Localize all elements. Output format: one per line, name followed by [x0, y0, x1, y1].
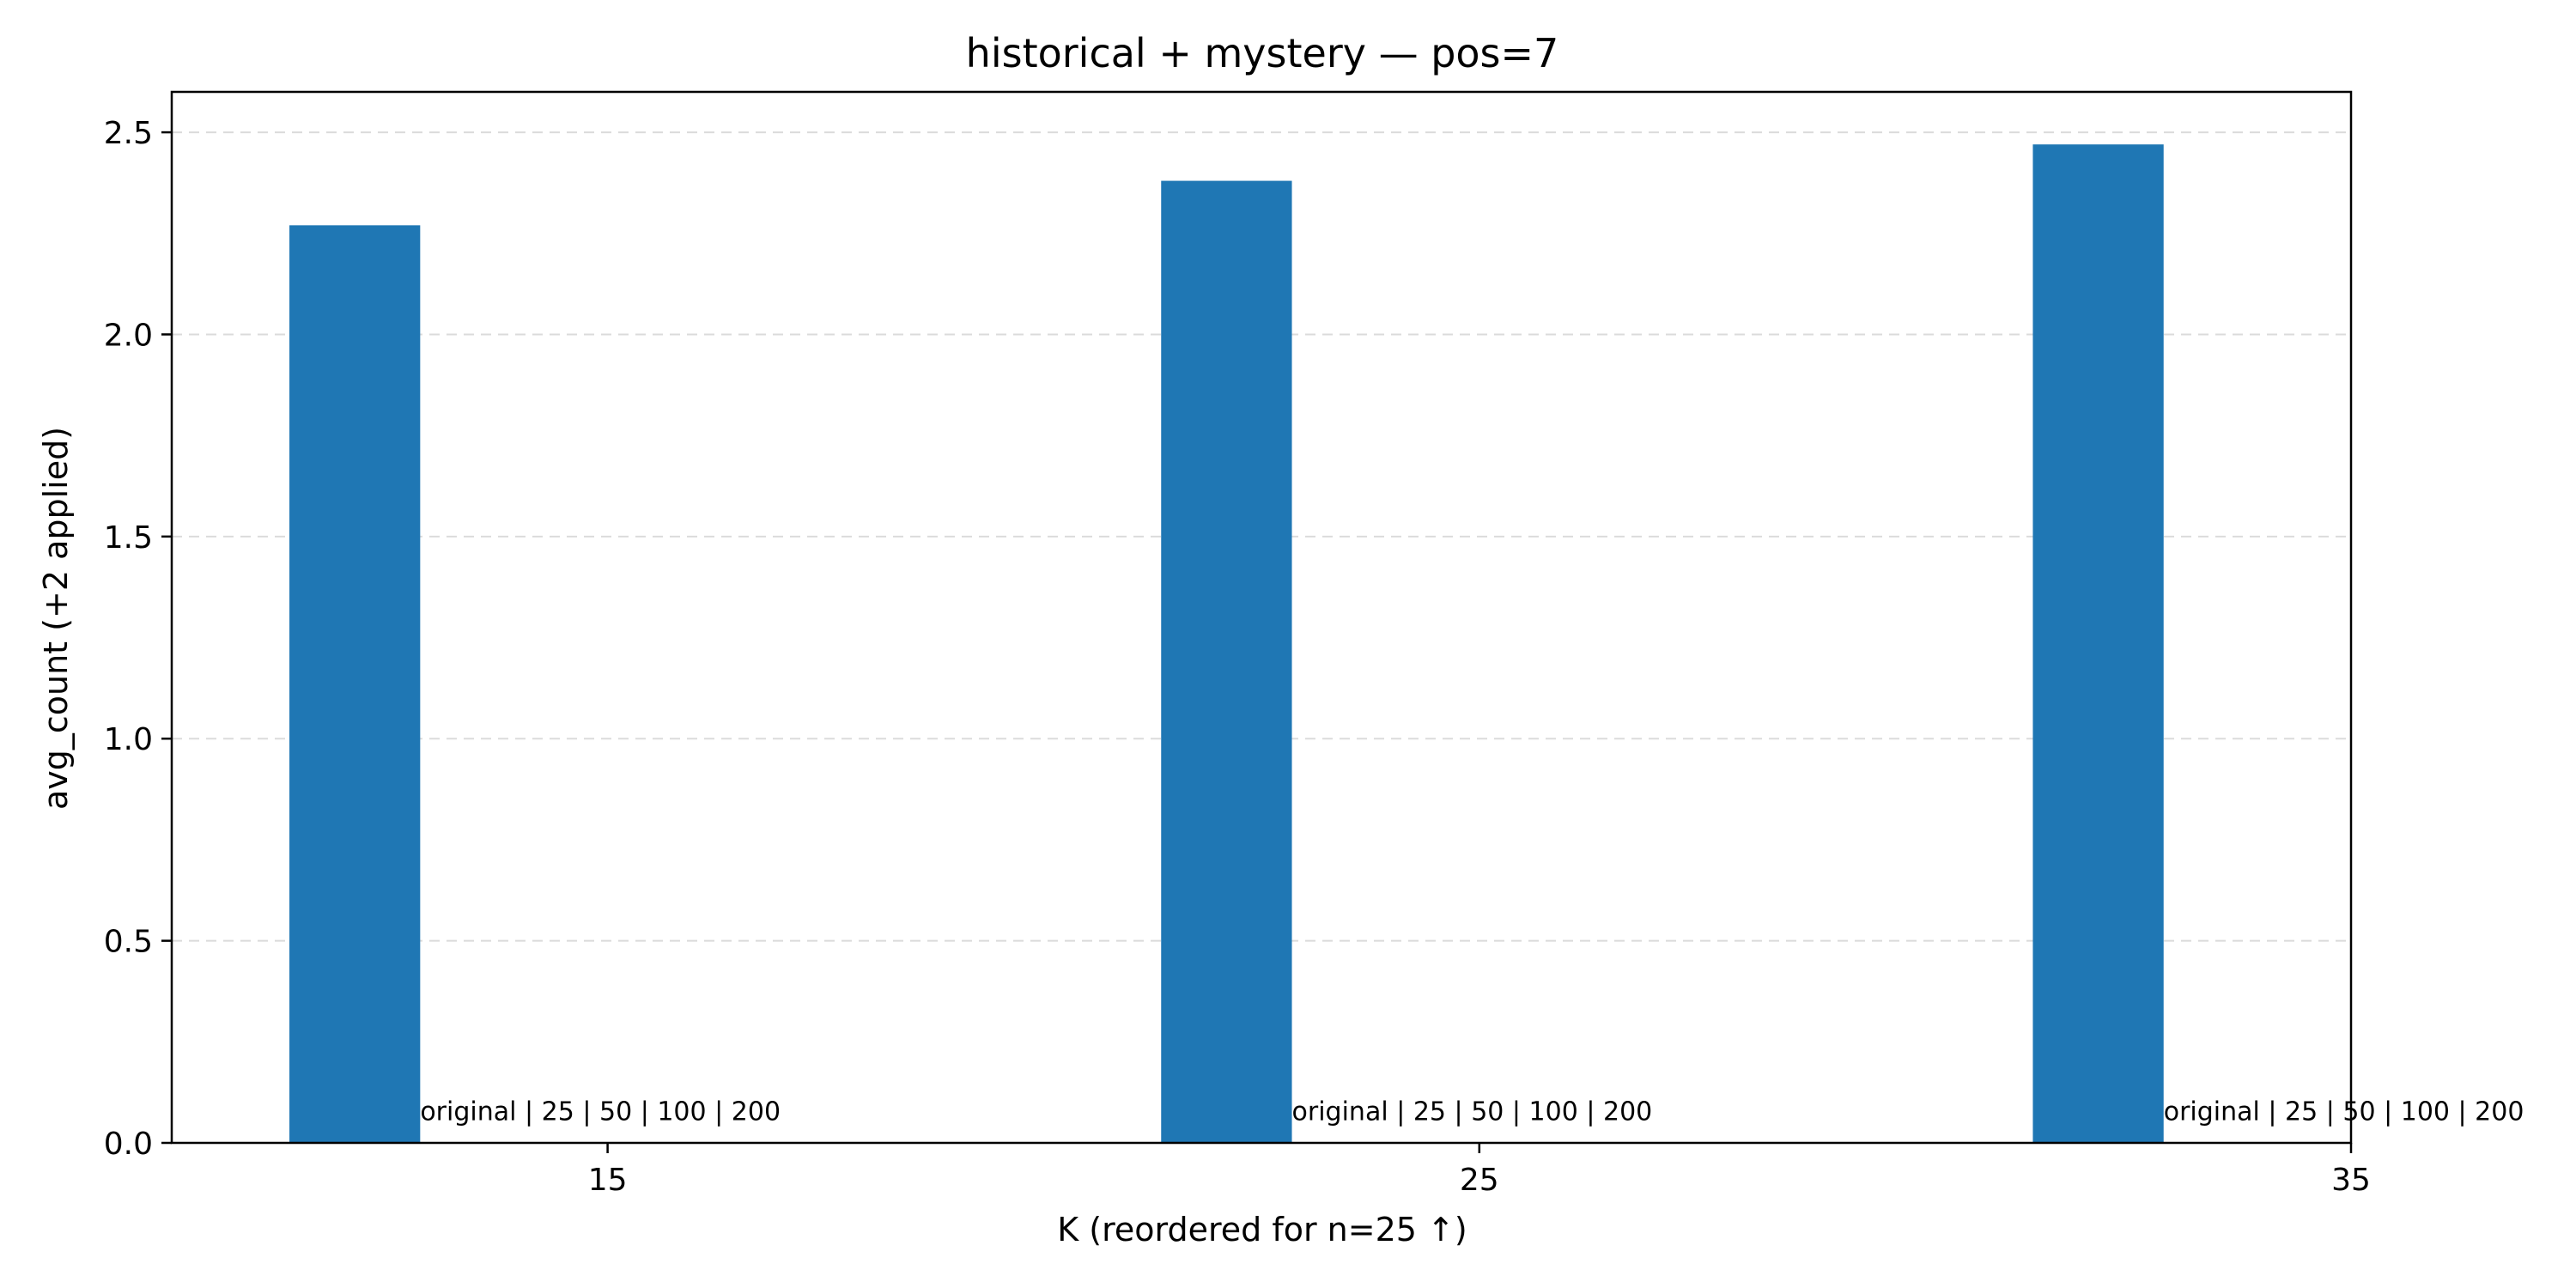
y-tick-label: 2.5	[104, 116, 153, 151]
bar	[289, 225, 421, 1143]
x-tick-label: 35	[2331, 1163, 2371, 1198]
y-axis-label: avg_count (+2 applied)	[37, 427, 75, 810]
x-tick-label: 25	[1460, 1163, 1499, 1198]
bar-annotation: original | 25 | 50 | 100 | 200	[2164, 1097, 2524, 1127]
y-tick-label: 2.0	[104, 318, 153, 353]
x-axis: 15 25 35	[588, 1143, 2371, 1198]
bar-annotation: original | 25 | 50 | 100 | 200	[1292, 1097, 1653, 1127]
x-tick-label: 15	[588, 1163, 628, 1198]
annotations: original | 25 | 50 | 100 | 200 original |…	[420, 1097, 2524, 1127]
bar-annotation: original | 25 | 50 | 100 | 200	[420, 1097, 781, 1127]
y-axis: 0.0 0.5 1.0 1.5 2.0 2.5	[104, 116, 172, 1162]
y-tick-label: 1.5	[104, 520, 153, 556]
bar	[2032, 144, 2164, 1144]
plot-frame	[170, 90, 2353, 1145]
bar	[1161, 180, 1292, 1144]
y-tick-label: 0.0	[104, 1127, 153, 1162]
chart-title: historical + mystery — pos=7	[966, 30, 1559, 76]
y-tick-label: 0.5	[104, 925, 153, 960]
y-tick-label: 1.0	[104, 722, 153, 757]
bars	[289, 144, 2164, 1144]
x-axis-label: K (reordered for n=25 ↑)	[1057, 1211, 1467, 1249]
